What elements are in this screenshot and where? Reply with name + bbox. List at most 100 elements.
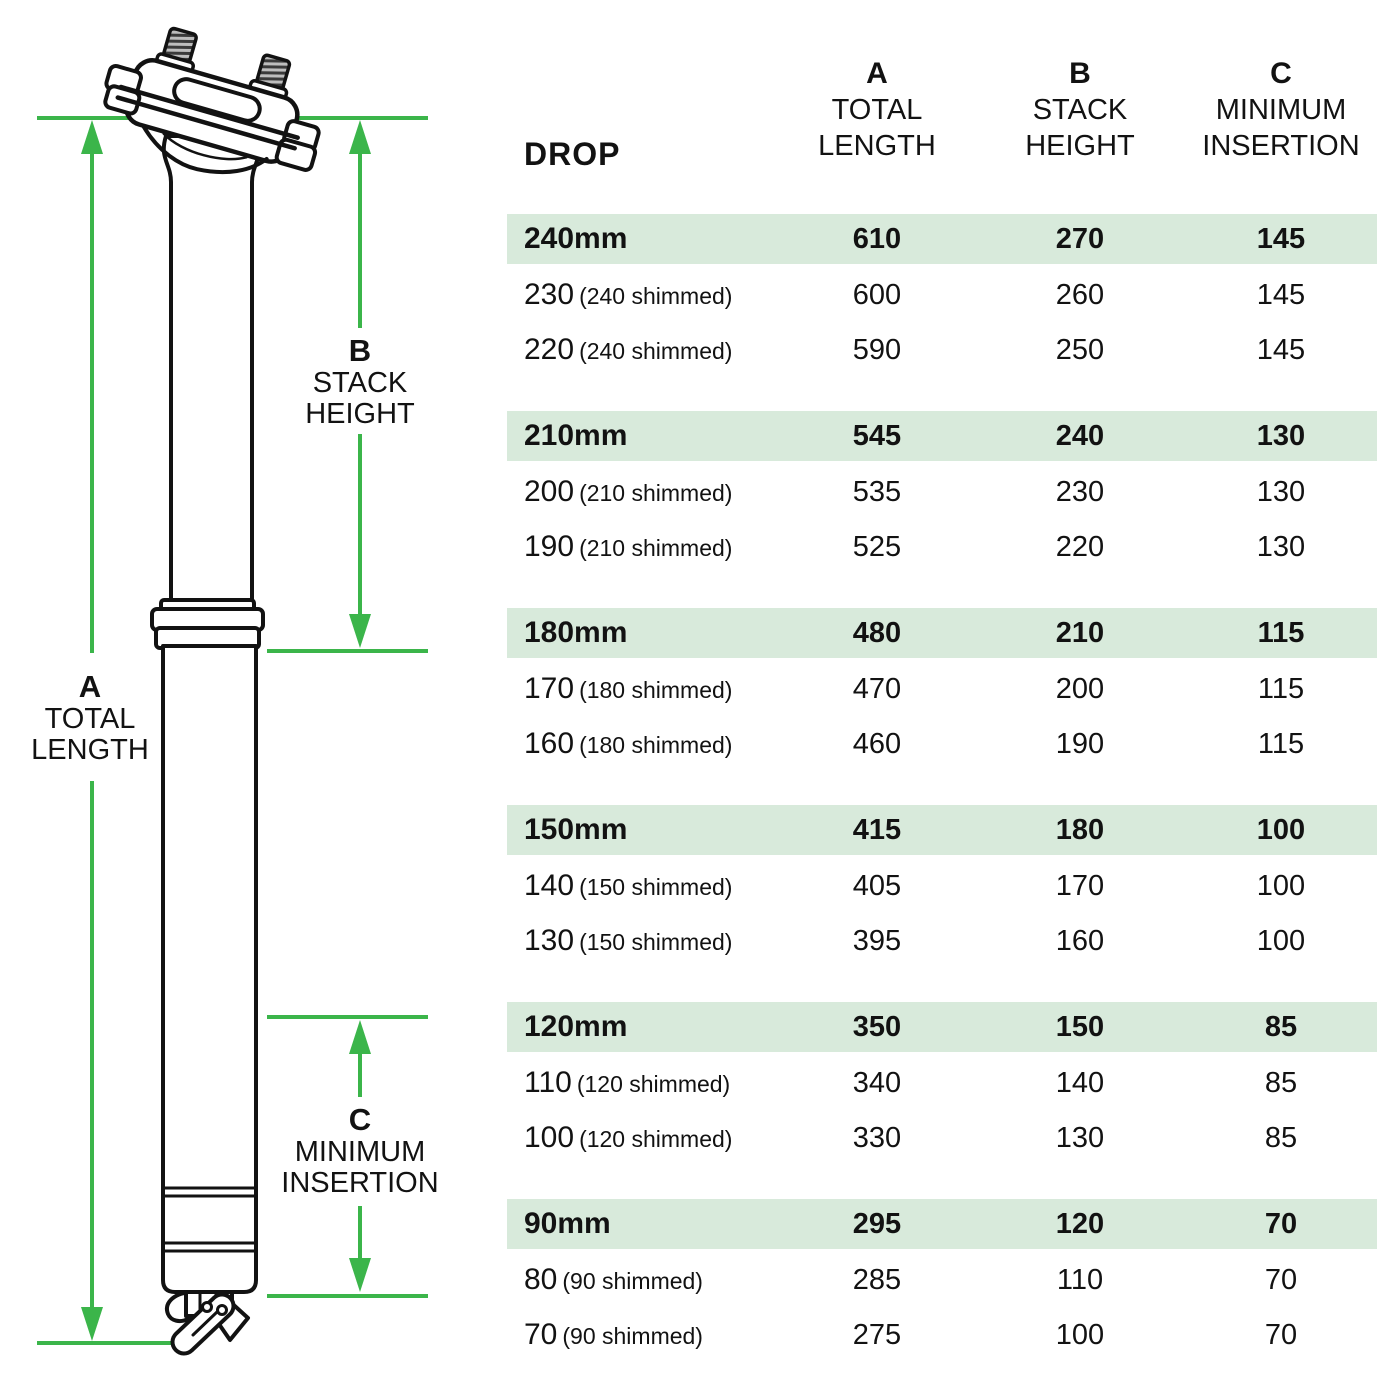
- shim-note: (210 shimmed): [579, 535, 733, 561]
- min-insertion-cell: 130: [1256, 476, 1306, 508]
- shim-note: (240 shimmed): [579, 283, 733, 309]
- shim-note: (210 shimmed): [579, 480, 733, 506]
- table-row: 100 (120 shimmed) 330 130 85: [507, 1113, 1377, 1163]
- table-row: 200 (210 shimmed) 535 230 130: [507, 467, 1377, 517]
- dim-label-minimum-insertion: C MINIMUM INSERTION: [250, 1103, 470, 1199]
- dimension-arrow-a: [81, 120, 103, 1341]
- stack-height-cell: 240: [1055, 420, 1105, 452]
- shim-note: (120 shimmed): [579, 1126, 733, 1152]
- stack-height-cell: 210: [1055, 617, 1105, 649]
- drop-cell: 240mm: [524, 222, 628, 255]
- table-row: 170 (180 shimmed) 470 200 115: [507, 664, 1377, 714]
- drop-value: 140: [524, 869, 575, 902]
- shim-note: (150 shimmed): [579, 874, 733, 900]
- drop-value: 80: [524, 1263, 558, 1296]
- drop-cell: 70 (90 shimmed): [524, 1310, 703, 1360]
- table-group-header-row: 150mm 415 180 100: [507, 805, 1377, 855]
- drop-value: 130: [524, 924, 575, 957]
- table-group-header-row: 240mm 610 270 145: [507, 214, 1377, 264]
- table-row: 220 (240 shimmed) 590 250 145: [507, 325, 1377, 375]
- min-insertion-cell: 100: [1256, 870, 1306, 902]
- min-insertion-cell: 115: [1257, 673, 1305, 705]
- table-row: 80 (90 shimmed) 285 110 70: [507, 1255, 1377, 1305]
- drop-value: 170: [524, 672, 575, 705]
- drop-cell: 80 (90 shimmed): [524, 1255, 703, 1305]
- seatpost-upper-tube: [169, 198, 254, 604]
- shim-note: (150 shimmed): [579, 929, 733, 955]
- total-length-cell: 275: [852, 1319, 902, 1351]
- min-insertion-cell: 85: [1264, 1122, 1298, 1154]
- clamp-cradle: [141, 123, 269, 175]
- min-insertion-cell: 70: [1264, 1208, 1298, 1240]
- total-length-cell: 460: [852, 728, 902, 760]
- stack-height-cell: 140: [1055, 1067, 1105, 1099]
- total-length-cell: 295: [852, 1208, 902, 1240]
- drop-value: 110: [524, 1066, 572, 1099]
- saddle-rail-bar: [115, 84, 300, 151]
- dim-letter-a: A: [78, 669, 102, 704]
- total-length-cell: 405: [852, 870, 902, 902]
- stack-height-cell: 120: [1055, 1208, 1105, 1240]
- drop-cell: 170 (180 shimmed): [524, 664, 732, 714]
- seatpost-actuator-foot: [165, 1290, 250, 1356]
- stack-height-cell: 200: [1055, 673, 1105, 705]
- table-row: 70 (90 shimmed) 275 100 70: [507, 1310, 1377, 1360]
- shim-note: (120 shimmed): [576, 1071, 731, 1097]
- min-insertion-cell: 130: [1256, 420, 1306, 452]
- drop-cell: 90mm: [524, 1207, 611, 1240]
- stack-height-cell: 150: [1055, 1011, 1105, 1043]
- drop-cell: 140 (150 shimmed): [524, 861, 732, 911]
- drop-value: 100: [524, 1121, 575, 1154]
- min-insertion-cell: 100: [1256, 814, 1306, 846]
- drop-value: 160: [524, 727, 575, 760]
- column-header-minimum-insertion: C MINIMUM INSERTION: [1202, 57, 1360, 162]
- min-insertion-cell: 70: [1264, 1319, 1298, 1351]
- min-insertion-cell: 115: [1257, 617, 1305, 649]
- shim-note: (90 shimmed): [562, 1268, 703, 1294]
- shim-note: (180 shimmed): [579, 732, 733, 758]
- total-length-cell: 415: [852, 814, 902, 846]
- drop-column-header: DROP: [524, 136, 621, 172]
- shim-note: (180 shimmed): [579, 677, 733, 703]
- min-insertion-cell: 145: [1256, 334, 1306, 366]
- stack-height-cell: 160: [1055, 925, 1105, 957]
- dim-letter-c: C: [348, 1102, 372, 1137]
- min-insertion-cell: 115: [1257, 728, 1305, 760]
- clamp-bolt-right: [248, 53, 292, 101]
- stack-height-cell: 180: [1055, 814, 1105, 846]
- drop-value: 230: [524, 278, 575, 311]
- shim-note: (90 shimmed): [562, 1323, 703, 1349]
- min-insertion-cell: 100: [1256, 925, 1306, 957]
- table-group-header-row: 90mm 295 120 70: [507, 1199, 1377, 1249]
- dim-label-total-length: A TOTAL LENGTH: [0, 670, 200, 766]
- drop-cell: 130 (150 shimmed): [524, 916, 732, 966]
- stack-height-cell: 230: [1055, 476, 1105, 508]
- table-row: 130 (150 shimmed) 395 160 100: [507, 916, 1377, 966]
- spec-table: DROP A TOTAL LENGTH B STACK HEIGHT C MIN…: [507, 44, 1377, 1374]
- total-length-cell: 610: [852, 223, 902, 255]
- dim-letter-b: B: [348, 333, 372, 368]
- column-header-total-length: A TOTAL LENGTH: [818, 57, 936, 162]
- dimension-arrow-b: [349, 120, 371, 648]
- stack-height-cell: 130: [1055, 1122, 1105, 1154]
- drop-cell: 110 (120 shimmed): [524, 1058, 730, 1108]
- total-length-cell: 600: [852, 279, 902, 311]
- seatpost-lower-tube: [161, 644, 258, 1294]
- dim-label-stack-height: B STACK HEIGHT: [250, 334, 470, 430]
- drop-value: 200: [524, 475, 575, 508]
- total-length-cell: 340: [852, 1067, 902, 1099]
- drop-cell: 100 (120 shimmed): [524, 1113, 732, 1163]
- min-insertion-cell: 145: [1256, 279, 1306, 311]
- drop-value: 190: [524, 530, 575, 563]
- column-header-stack-height: B STACK HEIGHT: [1025, 57, 1135, 162]
- table-group-header-row: 180mm 480 210 115: [507, 608, 1377, 658]
- stack-height-cell: 260: [1055, 279, 1105, 311]
- drop-cell: 180mm: [524, 616, 628, 649]
- stack-height-cell: 250: [1055, 334, 1105, 366]
- min-insertion-cell: 85: [1264, 1011, 1298, 1043]
- total-length-cell: 395: [852, 925, 902, 957]
- drop-cell: 190 (210 shimmed): [524, 522, 732, 572]
- stack-height-cell: 100: [1055, 1319, 1105, 1351]
- stack-height-cell: 190: [1055, 728, 1105, 760]
